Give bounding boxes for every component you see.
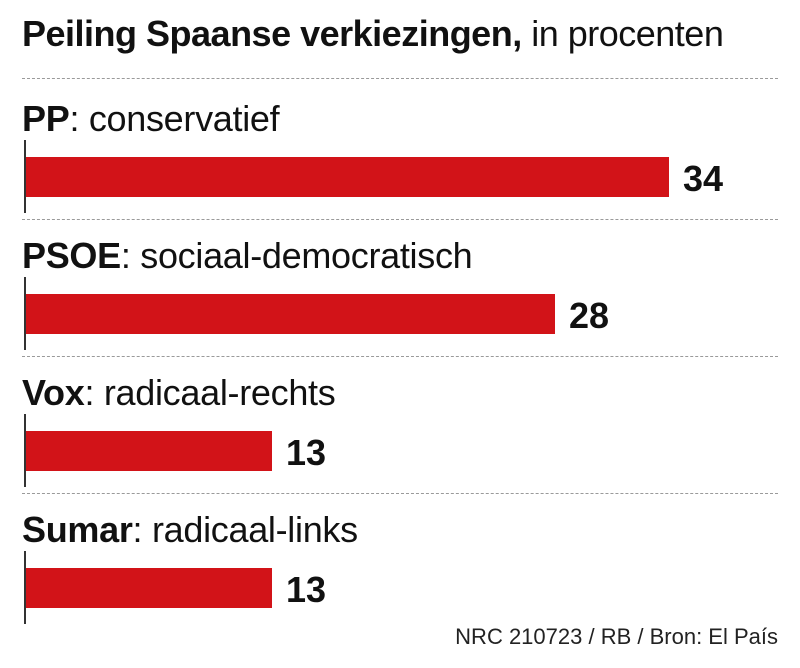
- bar-psoe: [26, 294, 555, 334]
- source-credit: NRC 210723 / RB / Bron: El País: [455, 624, 778, 649]
- bar-baseline: [24, 551, 26, 624]
- bar-vox: [26, 431, 272, 471]
- party-name: PSOE: [22, 235, 121, 276]
- party-description: : sociaal-democratisch: [120, 235, 473, 276]
- value-label: 13: [286, 432, 327, 473]
- party-description: : conservatief: [69, 98, 280, 139]
- row-divider: [22, 356, 778, 357]
- bar-pp: [26, 157, 669, 197]
- chart-title: Peiling Spaanse verkiezingen, in procent…: [22, 12, 724, 56]
- category-label: PSOE: sociaal-democratisch: [22, 235, 473, 277]
- party-name: Vox: [22, 372, 85, 413]
- row-divider: [22, 493, 778, 494]
- bar-baseline: [24, 277, 26, 350]
- party-description: : radicaal-links: [132, 509, 359, 550]
- party-name: PP: [22, 98, 70, 139]
- category-label: Vox: radicaal-rechts: [22, 372, 336, 414]
- bar-baseline: [24, 414, 26, 487]
- bar-baseline: [24, 140, 26, 213]
- party-name: Sumar: [22, 509, 133, 550]
- value-label: 34: [683, 158, 724, 199]
- title-divider: [22, 78, 778, 79]
- chart-title-unit: in procenten: [521, 13, 724, 54]
- chart-title-main: Peiling Spaanse verkiezingen,: [22, 13, 522, 54]
- category-label: PP: conservatief: [22, 98, 280, 140]
- value-label: 28: [569, 295, 610, 336]
- bar-sumar: [26, 568, 272, 608]
- party-description: : radicaal-rechts: [84, 372, 336, 413]
- value-label: 13: [286, 569, 327, 610]
- row-divider: [22, 219, 778, 220]
- category-label: Sumar: radicaal-links: [22, 509, 358, 551]
